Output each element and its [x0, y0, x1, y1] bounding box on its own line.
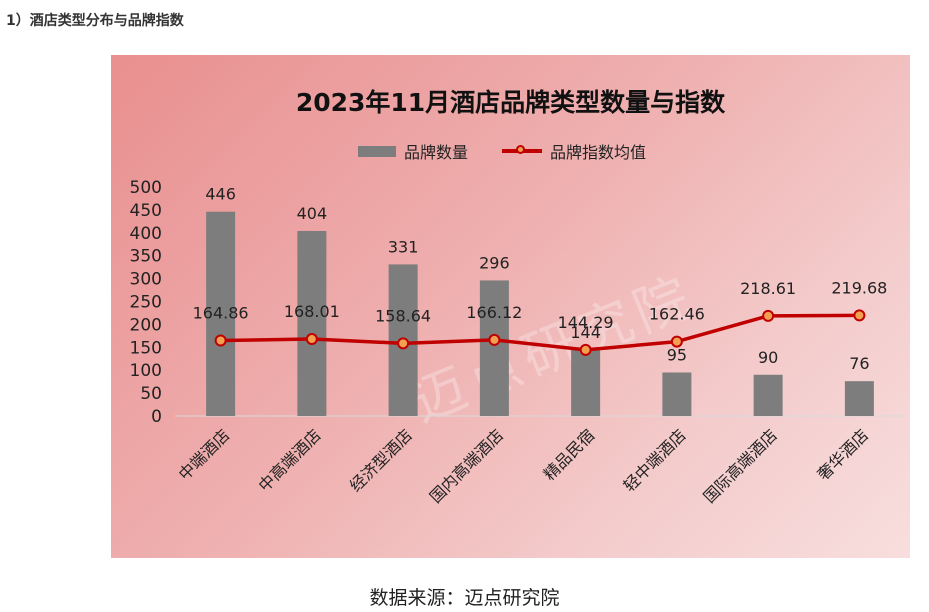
y-tick-label: 300 [130, 270, 162, 290]
line-series [220, 313, 860, 352]
bar [662, 372, 692, 416]
bar [479, 280, 509, 416]
chart-legend: 品牌数量 品牌指数均值 [358, 139, 680, 163]
legend-label-bar: 品牌数量 [404, 143, 469, 162]
line-data-label: 164.86 [193, 303, 249, 322]
line-data-label: 162.46 [649, 305, 705, 324]
x-tick-label: 轻中端酒店 [620, 425, 690, 495]
line-point [488, 333, 501, 346]
y-tick-label: 250 [130, 293, 162, 313]
line-point [579, 343, 592, 356]
line-point [305, 333, 318, 346]
bar [753, 374, 783, 416]
bar-data-label: 90 [758, 348, 778, 367]
legend-item-line: 品牌指数均值 [502, 139, 646, 163]
x-tick-label: 国际高端酒店 [700, 425, 781, 506]
y-tick-label: 50 [140, 384, 162, 404]
x-tick-label: 中高端酒店 [255, 425, 325, 495]
source-caption: 数据来源：迈点研究院 [369, 587, 560, 609]
bar-data-label: 95 [667, 345, 687, 364]
y-tick-label: 0 [151, 407, 162, 427]
x-tick-label: 中端酒店 [175, 425, 234, 484]
bar-data-label: 296 [479, 253, 510, 272]
x-tick-label: 国内高端酒店 [426, 425, 507, 506]
y-tick-label: 500 [130, 178, 162, 198]
y-tick-label: 150 [130, 338, 162, 358]
line-point [853, 309, 866, 322]
bar-data-label: 331 [388, 237, 419, 256]
line-data-label: 219.68 [831, 278, 887, 297]
bar-data-label: 446 [205, 185, 236, 204]
legend-swatch-line [502, 145, 543, 154]
line-data-label: 168.01 [284, 302, 340, 321]
bar [571, 350, 601, 416]
y-tick-label: 100 [130, 361, 162, 381]
bar [206, 211, 236, 416]
y-tick-label: 450 [130, 201, 162, 221]
line-point [397, 337, 410, 350]
bar-data-label: 404 [297, 204, 328, 223]
bar-data-label: 144 [570, 323, 601, 342]
x-tick-label: 精品民宿 [540, 425, 599, 484]
bar-data-label: 76 [849, 354, 869, 373]
bar [297, 230, 327, 416]
line-point [214, 334, 227, 347]
legend-label-line: 品牌指数均值 [550, 143, 647, 162]
line-data-label: 144.29 [558, 313, 614, 332]
line-data-label: 158.64 [375, 306, 431, 325]
line-data-label: 166.12 [466, 303, 522, 322]
x-tick-label: 经济型酒店 [346, 425, 416, 495]
x-tick-label: 奢华酒店 [814, 425, 873, 484]
y-tick-label: 400 [130, 224, 162, 244]
legend-item-bar: 品牌数量 [358, 139, 468, 163]
legend-swatch-bar [358, 145, 396, 157]
chart-title: 2023年11月酒店品牌类型数量与指数 [295, 88, 726, 117]
line-data-label: 218.61 [740, 279, 796, 298]
bar [844, 381, 874, 416]
section-heading: 1）酒店类型分布与品牌指数 [6, 13, 184, 29]
y-tick-label: 200 [130, 315, 162, 335]
line-point [762, 309, 775, 322]
chart-panel: 2023年11月酒店品牌类型数量与指数 品牌数量 品牌指数均值 迈点研究院 [111, 55, 910, 558]
line-point [670, 335, 683, 348]
y-tick-label: 350 [130, 247, 162, 267]
